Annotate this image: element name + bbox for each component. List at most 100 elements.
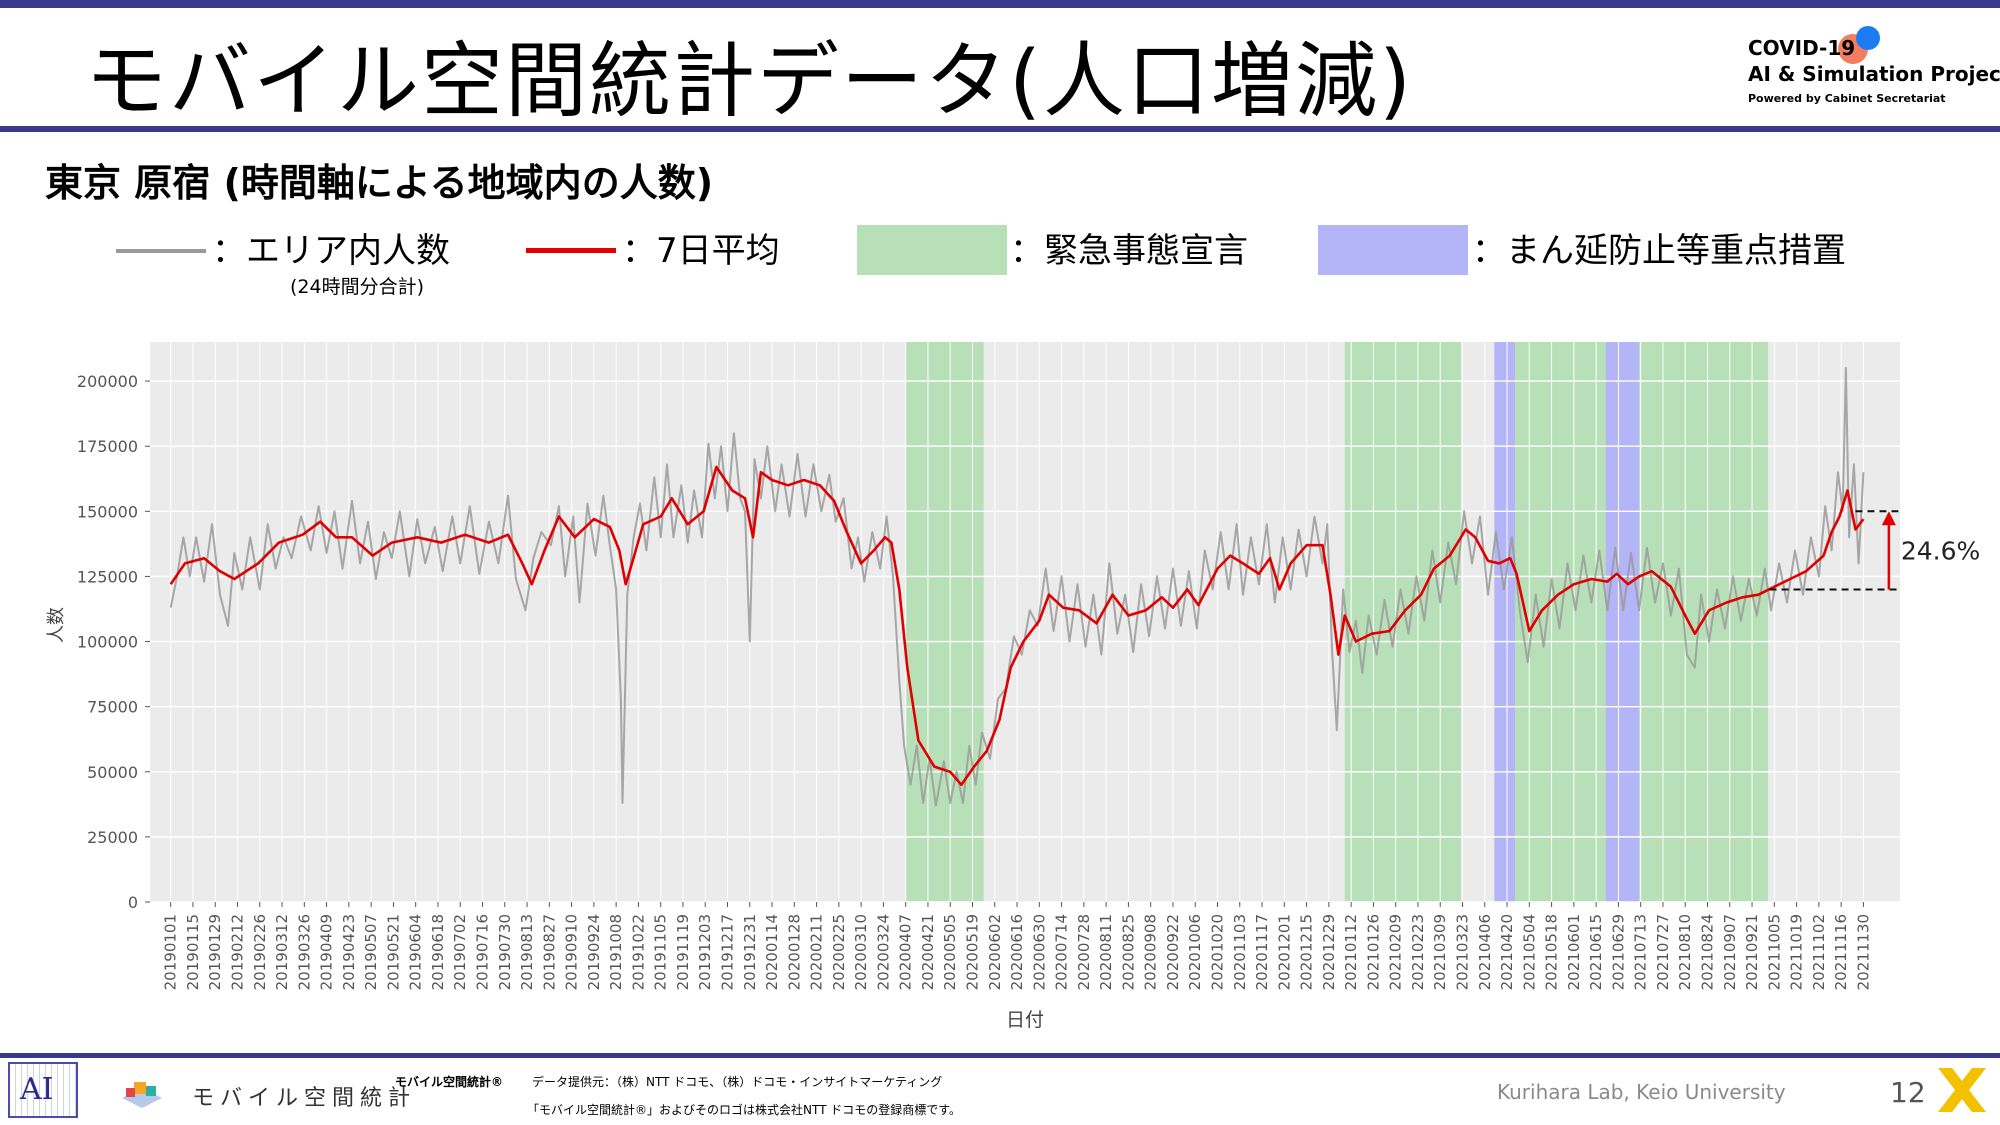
x-tick-label: 20210727 (1654, 914, 1672, 990)
top-accent-bar (0, 0, 2000, 8)
x-tick-label: 20191105 (652, 914, 670, 990)
project-mark-icon (1938, 1068, 1986, 1112)
annotation-arrow-head (1881, 511, 1896, 526)
x-tick-label: 20190702 (451, 914, 469, 990)
y-tick-label: 75000 (87, 698, 138, 717)
x-tick-label: 20210323 (1454, 914, 1472, 990)
series-lines (169, 367, 1865, 807)
grid-lines (145, 342, 1900, 907)
x-tick-label: 20210907 (1721, 914, 1739, 990)
x-tick-label: 20210629 (1609, 914, 1627, 990)
slide-title: モバイル空間統計データ(人口増減) (85, 34, 1413, 129)
seven-day-average-line (169, 465, 1865, 787)
x-tick-label: 20200714 (1053, 914, 1071, 990)
x-tick-label: 20190212 (229, 914, 247, 990)
footer-provider: データ提供元：（株）NTT ドコモ、（株）ドコモ・インサイトマーケティング (532, 1075, 943, 1089)
x-tick-label: 20200211 (808, 914, 826, 990)
x-tick-label: 20190521 (384, 914, 402, 990)
x-tick-label: 20211116 (1832, 914, 1850, 990)
x-tick-label: 20201103 (1231, 914, 1249, 990)
x-tick-label: 20210518 (1543, 914, 1561, 990)
y-axis-label: 人数 (46, 607, 67, 643)
x-tick-label: 20190924 (585, 914, 603, 990)
x-tick-label: 20190409 (318, 914, 336, 990)
x-tick-label: 20211102 (1810, 914, 1828, 990)
x-tick-label: 20200922 (1164, 914, 1182, 990)
semi-emergency-period (1605, 342, 1640, 902)
legend-semi-swatch (1318, 225, 1468, 275)
x-tick-label: 20200908 (1142, 914, 1160, 990)
x-tick-label: 20200421 (919, 914, 937, 990)
legend-avg-label: ：7日平均 (622, 231, 780, 271)
chart-title: 東京 原宿 (時間軸による地域内の人数) (45, 161, 714, 205)
x-tick-label: 20210824 (1699, 914, 1717, 990)
ai-logo-letters: AI (20, 1072, 54, 1107)
legend-emergency-swatch (857, 225, 1007, 275)
x-tick-label: 20190716 (474, 914, 492, 990)
x-tick-label: 20200630 (1030, 914, 1048, 990)
x-tick-label: 20190423 (340, 914, 358, 990)
x-tick-label: 20201215 (1298, 914, 1316, 990)
y-tick-label: 125000 (77, 567, 138, 586)
x-tick-label: 20190312 (273, 914, 291, 990)
x-tick-label: 20190129 (206, 914, 224, 990)
logo-line3: Powered by Cabinet Secretariat (1748, 92, 1946, 105)
y-tick-label: 175000 (77, 437, 138, 456)
legend-emergency-label: ：緊急事態宣言 (1010, 231, 1248, 271)
x-tick-label: 20191008 (607, 914, 625, 990)
x-tick-label: 20210504 (1520, 914, 1538, 990)
cube-icon (122, 1082, 162, 1108)
x-tick-label: 20210921 (1743, 914, 1761, 990)
y-tick-label: 0 (128, 893, 138, 912)
x-tick-label: 20190910 (563, 914, 581, 990)
footer-divider (0, 1053, 2000, 1058)
shaded-periods (905, 342, 1768, 902)
emergency-period (1344, 342, 1461, 902)
lab-credit: Kurihara Lab, Keio University (1497, 1080, 1786, 1104)
x-tick-label: 20200324 (874, 914, 892, 990)
x-tick-label: 20210309 (1431, 914, 1449, 990)
x-tick-label: 20200128 (785, 914, 803, 990)
x-axis-label: 日付 (1006, 1009, 1044, 1031)
legend-raw-sublabel: (24時間分合計) (290, 276, 425, 298)
emergency-period (905, 342, 984, 902)
legend-raw-label: ：エリア内人数 (212, 231, 450, 271)
x-tick-label: 20210601 (1565, 914, 1583, 990)
footer-brand: モバイル空間統計® (395, 1075, 504, 1089)
x-tick-label: 20200728 (1075, 914, 1093, 990)
x-tick-label: 20191217 (719, 914, 737, 990)
x-tick-label: 20190101 (162, 914, 180, 990)
x-tick-label: 20210615 (1587, 914, 1605, 990)
x-tick-label: 20201201 (1275, 914, 1293, 990)
mobile-stats-logo: モバイル空間統計 (112, 1074, 410, 1114)
x-tick-label: 20191022 (629, 914, 647, 990)
x-tick-label: 20210223 (1409, 914, 1427, 990)
footer-trademark: 「モバイル空間統計®」およびそのロゴは株式会社NTT ドコモの登録商標です。 (527, 1103, 962, 1117)
x-tick-label: 20210126 (1364, 914, 1382, 990)
semi-emergency-period (1494, 342, 1515, 902)
x-tick-label: 20190827 (540, 914, 558, 990)
x-tick-label: 20200616 (1008, 914, 1026, 990)
x-tick-label: 20190813 (518, 914, 536, 990)
logo-line1: COVID-19 (1748, 36, 1856, 60)
x-tick-label: 20190115 (184, 914, 202, 990)
x-tick-label: 20210406 (1476, 914, 1494, 990)
y-tick-labels: 0 25000 50000 75000 100000 125000 150000 175000… (77, 372, 138, 912)
legend-avg-swatch (526, 248, 616, 253)
logo-line2: AI & Simulation Project (1748, 62, 2000, 86)
x-tick-label: 20211019 (1788, 914, 1806, 990)
x-tick-label: 20200407 (897, 914, 915, 990)
x-tick-label: 20200505 (941, 914, 959, 990)
emergency-period (1639, 342, 1768, 902)
x-tick-label: 20201229 (1320, 914, 1338, 990)
y-tick-label: 150000 (77, 502, 138, 521)
y-tick-label: 200000 (77, 372, 138, 391)
y-tick-label: 25000 (87, 828, 138, 847)
x-tick-label: 20200114 (763, 914, 781, 990)
x-tick-label: 20201006 (1186, 914, 1204, 990)
x-tick-label: 20190618 (429, 914, 447, 990)
x-tick-label: 20210209 (1387, 914, 1405, 990)
x-tick-label: 20191231 (741, 914, 759, 990)
x-tick-label: 20190326 (295, 914, 313, 990)
